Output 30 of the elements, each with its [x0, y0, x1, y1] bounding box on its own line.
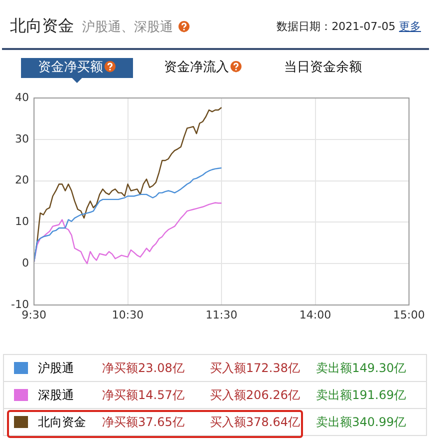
text: 更多 [399, 20, 421, 33]
text: 净买额23.08亿 [102, 360, 186, 376]
legend-label: 北向资金 [38, 414, 87, 430]
chart-title: 北向资金 [10, 16, 74, 37]
text: 资金净买额 [38, 60, 103, 75]
y-tick-label: 40 [15, 90, 29, 104]
text: 数据日期：2021-07-05 [276, 20, 396, 33]
text: 卖出额340.99亿 [316, 414, 407, 430]
x-tick-label: 15:00 [393, 308, 425, 322]
text: 净买额14.57亿 [102, 386, 186, 404]
text: 净买额37.65亿 [102, 414, 186, 430]
y-tick-label: 20 [15, 174, 29, 187]
text: 当日资金余额 [284, 60, 362, 75]
y-tick-label: 10 [15, 215, 29, 228]
text: 卖出额191.69亿 [316, 386, 407, 404]
text: 买入额378.64亿 [210, 414, 301, 430]
text: 卖出额149.30亿 [316, 360, 407, 376]
x-tick-label: 10:30 [112, 308, 144, 322]
text: 买入额206.26亿 [210, 386, 301, 404]
x-tick-label: 9:30 [22, 308, 46, 322]
text: 资金净流入 [164, 60, 229, 75]
legend-label: 深股通 [38, 386, 75, 404]
legend-label: 沪股通 [38, 360, 75, 376]
x-tick-label: 11:30 [206, 308, 238, 322]
y-tick-label: -10 [11, 298, 29, 311]
x-tick-label: 14:00 [299, 308, 332, 322]
y-tick-label: 30 [15, 132, 29, 146]
text: 买入额172.38亿 [210, 360, 301, 376]
y-tick-label: 0 [22, 256, 29, 270]
chart-subtitle: 沪股通、深股通 [82, 20, 173, 35]
